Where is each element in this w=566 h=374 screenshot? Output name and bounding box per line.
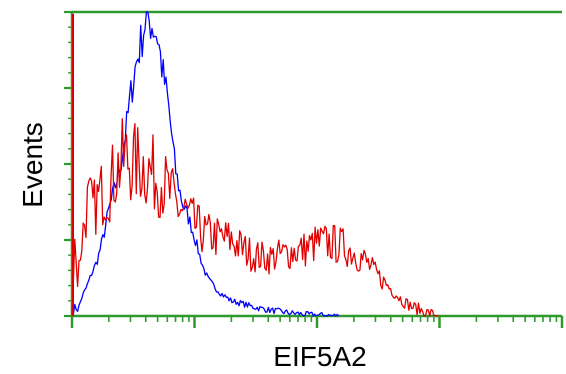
series-layer [71, 11, 440, 317]
ticks-layer [64, 10, 564, 328]
y-axis-label: Events [17, 122, 48, 208]
series-line-red [71, 118, 440, 317]
x-axis-label: EIF5A2 [273, 341, 366, 372]
